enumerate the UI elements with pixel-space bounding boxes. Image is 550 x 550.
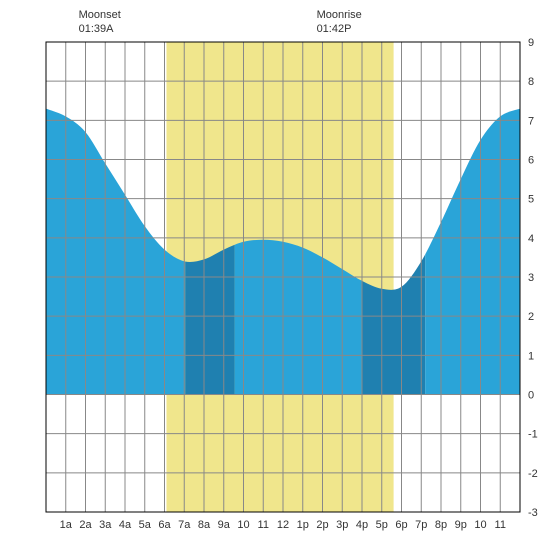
svg-text:6: 6 [528, 155, 534, 167]
moonrise-title: Moonrise [317, 9, 362, 21]
svg-text:6p: 6p [395, 519, 407, 531]
svg-text:5: 5 [528, 194, 534, 206]
moonrise-label: Moonrise 01:42P [317, 8, 362, 37]
moonset-label: Moonset 01:39A [79, 8, 121, 37]
svg-text:7: 7 [528, 115, 534, 127]
svg-text:1p: 1p [297, 519, 309, 531]
svg-text:2: 2 [528, 311, 534, 323]
svg-text:5p: 5p [376, 519, 388, 531]
svg-text:-2: -2 [528, 468, 538, 480]
svg-text:2a: 2a [79, 519, 92, 531]
svg-text:2p: 2p [316, 519, 328, 531]
svg-text:10: 10 [474, 519, 486, 531]
chart-svg: 1a2a3a4a5a6a7a8a9a1011121p2p3p4p5p6p7p8p… [0, 0, 550, 550]
svg-text:7a: 7a [178, 519, 191, 531]
svg-text:8p: 8p [435, 519, 447, 531]
svg-text:11: 11 [495, 519, 506, 531]
svg-text:-3: -3 [528, 507, 538, 519]
svg-text:3: 3 [528, 272, 534, 284]
svg-text:9a: 9a [218, 519, 231, 531]
svg-text:3a: 3a [99, 519, 112, 531]
svg-text:4a: 4a [119, 519, 132, 531]
svg-text:11: 11 [258, 519, 269, 531]
svg-text:9: 9 [528, 37, 534, 49]
tide-chart: Moonset 01:39A Moonrise 01:42P 1a 2a 3a 4a 5… [0, 0, 550, 550]
svg-text:0: 0 [528, 390, 534, 402]
svg-text:4p: 4p [356, 519, 368, 531]
svg-text:6a: 6a [158, 519, 171, 531]
moonrise-time: 01:42P [317, 23, 352, 35]
moonset-title: Moonset [79, 9, 121, 21]
svg-text:4: 4 [528, 233, 534, 245]
svg-text:-1: -1 [528, 429, 538, 441]
moonset-time: 01:39A [79, 23, 114, 35]
svg-text:7p: 7p [415, 519, 427, 531]
svg-text:1a: 1a [60, 519, 73, 531]
svg-text:8a: 8a [198, 519, 211, 531]
svg-text:9p: 9p [455, 519, 467, 531]
svg-text:3p: 3p [336, 519, 348, 531]
svg-text:12: 12 [277, 519, 289, 531]
svg-text:8: 8 [528, 76, 534, 88]
svg-text:5a: 5a [139, 519, 152, 531]
svg-text:10: 10 [237, 519, 249, 531]
svg-text:1: 1 [528, 350, 534, 362]
